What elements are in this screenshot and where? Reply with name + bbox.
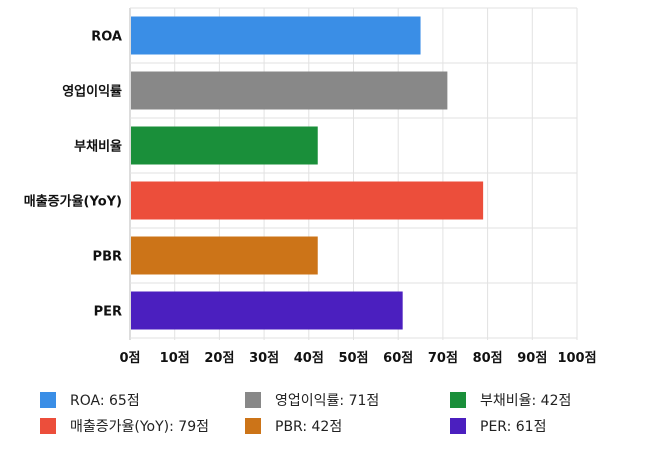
category-label: ROA [91,30,122,45]
category-label: 매출증가율(YoY) [24,194,122,210]
x-tick-label: 50점 [338,351,368,366]
legend-label: PBR: 42점 [275,419,343,435]
bar [131,71,448,110]
bar [131,16,421,55]
legend-item: 영업이익률: 71점 [245,390,379,410]
legend-swatch [450,392,466,408]
legend-label: 매출증가율(YoY): 79점 [70,419,209,435]
bar [131,291,403,330]
bars [131,16,484,330]
legend-swatch [40,418,56,434]
x-tick-label: 80점 [473,351,503,366]
grid-lines [129,7,578,340]
x-tick-label: 60점 [383,351,413,366]
category-label: PBR [93,250,122,265]
legend-item: ROA: 65점 [40,390,140,410]
x-tick-label: 10점 [160,351,190,366]
x-tick-label: 30점 [249,351,279,366]
x-tick-label: 40점 [294,351,324,366]
legend-item: PER: 61점 [450,416,546,436]
legend-swatch [40,392,56,408]
x-tick-label: 20점 [204,351,234,366]
x-tick-label: 90점 [517,351,547,366]
category-label: 부채비율 [74,139,122,155]
legend-swatch [245,392,261,408]
legend-swatch [245,418,261,434]
x-tick-label: 70점 [428,351,458,366]
legend-label: PER: 61점 [480,419,547,435]
x-tick-label: 0점 [119,351,140,366]
category-label: PER [94,305,122,320]
legend-item: 매출증가율(YoY): 79점 [40,416,209,436]
legend-label: ROA: 65점 [70,393,140,409]
legend-swatch [450,418,466,434]
bar [131,126,318,165]
legend-item: PBR: 42점 [245,416,342,436]
bar [131,181,484,220]
bar [131,236,318,275]
x-axis-tick-labels: 0점 10점 20점 30점 40점 50점 60점 70점 80점 90점 100점 [119,351,596,366]
legend-label: 영업이익률: 71점 [275,393,380,409]
legend-item: 부채비율: 42점 [450,390,571,410]
legend-label: 부채비율: 42점 [480,393,572,409]
category-label: 영업이익률 [62,84,122,100]
x-tick-label: 100점 [557,351,596,366]
